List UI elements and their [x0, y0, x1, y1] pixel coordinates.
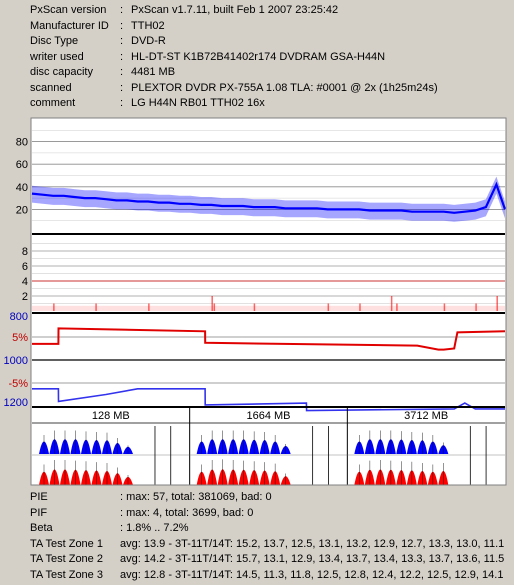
jitter-tick-label: 1000 — [4, 355, 28, 367]
stats-row: PIE : max: 57, total: 381069, bad: 0 — [0, 491, 514, 507]
pif-bar — [443, 303, 446, 311]
stats-value: : 1.8% .. 7.2% — [120, 522, 189, 534]
ta-zone-label: 3712 MB — [404, 410, 448, 422]
pif-bar — [53, 303, 55, 311]
pif-bar — [253, 303, 256, 311]
info-value: HL-DT-ST K1B72B41402r174 DVDRAM GSA-H44N — [131, 50, 386, 63]
info-separator: : — [120, 81, 124, 94]
info-separator: : — [120, 50, 124, 63]
pif-tick-label: 2 — [22, 291, 28, 303]
info-separator: : — [120, 35, 124, 47]
pif-bar — [396, 303, 398, 311]
stats-value: : max: 4, total: 3699, bad: 0 — [120, 506, 254, 519]
info-value: LG H44N RB01 TTH02 16x — [131, 97, 265, 109]
jitter-series-line — [32, 388, 505, 412]
stats-value: avg: 13.9 - 3T-11T/14T: 15.2, 13.7, 12.5… — [120, 537, 505, 550]
stats-key: TA Test Zone 1 — [30, 537, 103, 550]
info-value: TTH02 — [131, 19, 165, 32]
pif-bar — [211, 296, 213, 311]
info-key: scanned — [30, 81, 72, 94]
info-separator: : — [120, 66, 124, 78]
chart-background — [31, 118, 506, 485]
beta-tick-label: -5% — [8, 378, 28, 390]
pif-bar — [496, 296, 498, 311]
info-row: disc capacity:4481 MB — [0, 66, 514, 82]
stats-key: PIE — [30, 491, 48, 503]
stats-value: avg: 14.2 - 3T-11T/14T: 15.7, 13.1, 12.9… — [120, 553, 505, 565]
pie-tick-label: 60 — [16, 159, 28, 171]
info-separator: : — [120, 4, 124, 16]
pif-bar — [148, 303, 150, 311]
info-value: PLEXTOR DVDR PX-755A 1.08 TLA: #0001 @ 2… — [131, 81, 438, 94]
info-row: writer used: HL-DT-ST K1B72B41402r174 DVD… — [0, 51, 514, 67]
info-row: Manufacturer ID: TTH02 — [0, 20, 514, 36]
info-row: comment: LG H44N RB01 TTH02 16x — [0, 97, 514, 113]
stats-row: TA Test Zone 3 avg: 12.8 - 3T-11T/14T: 14… — [0, 569, 514, 585]
pie-tick-label: 80 — [16, 137, 28, 149]
info-row: Disc Type: DVD-R — [0, 35, 514, 51]
chart-frame — [30, 117, 507, 486]
info-key: writer used — [30, 50, 84, 63]
pif-baseline-band — [32, 305, 505, 311]
ta-zone-label: 1664 MB — [246, 410, 290, 422]
ta-zone-label: 128 MB — [92, 410, 130, 422]
stats-key: TA Test Zone 3 — [30, 568, 103, 581]
info-value: DVD-R — [131, 35, 166, 47]
stats-key: Beta — [30, 522, 53, 534]
pif-bar — [390, 296, 393, 311]
pif-bar — [213, 303, 216, 311]
pie-tick-label: 20 — [16, 204, 28, 216]
info-key: PxScan version — [30, 4, 107, 16]
pif-bar — [475, 303, 477, 311]
info-separator: : — [120, 19, 124, 32]
info-row: PxScan version: PxScan v1.7.11, built Feb… — [0, 4, 514, 20]
jitter-tick-label: 1200 — [4, 397, 28, 409]
stats-row: TA Test Zone 1 avg: 13.9 - 3T-11T/14T: 15… — [0, 538, 514, 554]
stats-row: TA Test Zone 2 avg: 14.2 - 3T-11T/14T: 15… — [0, 553, 514, 569]
info-value: PxScan v1.7.11, built Feb 1 2007 23:25:4… — [131, 4, 339, 16]
info-key: Disc Type — [30, 35, 79, 47]
beta-tick-label: 5% — [12, 332, 28, 344]
info-key: disc capacity — [30, 66, 93, 78]
stats-value: avg: 12.8 - 3T-11T/14T: 14.5, 11.3, 11.8… — [120, 568, 504, 581]
stats-value: : max: 57, total: 381069, bad: 0 — [120, 491, 272, 503]
info-value: 4481 MB — [131, 66, 176, 78]
beta-series-line — [32, 327, 506, 351]
stats-row: PIF : max: 4, total: 3699, bad: 0 — [0, 507, 514, 523]
pif-bar — [95, 303, 97, 311]
stats-key: TA Test Zone 2 — [30, 553, 103, 565]
pif-bar — [359, 303, 361, 311]
pie-tick-label: 40 — [16, 182, 28, 194]
pif-tick-label: 8 — [22, 246, 28, 258]
info-separator: : — [120, 97, 124, 109]
info-key: comment — [30, 97, 76, 109]
jitter-tick-label: 800 — [10, 311, 28, 323]
stats-key: PIF — [30, 506, 48, 519]
pif-tick-label: 4 — [22, 276, 28, 288]
pif-tick-label: 6 — [22, 261, 28, 273]
pie-series-line — [31, 181, 507, 214]
info-key: Manufacturer ID — [30, 19, 109, 32]
stats-row: Beta : 1.8% .. 7.2% — [0, 522, 514, 538]
info-row: scanned: PLEXTOR DVDR PX-755A 1.08 TLA: #… — [0, 82, 514, 98]
pif-bar — [327, 303, 330, 311]
